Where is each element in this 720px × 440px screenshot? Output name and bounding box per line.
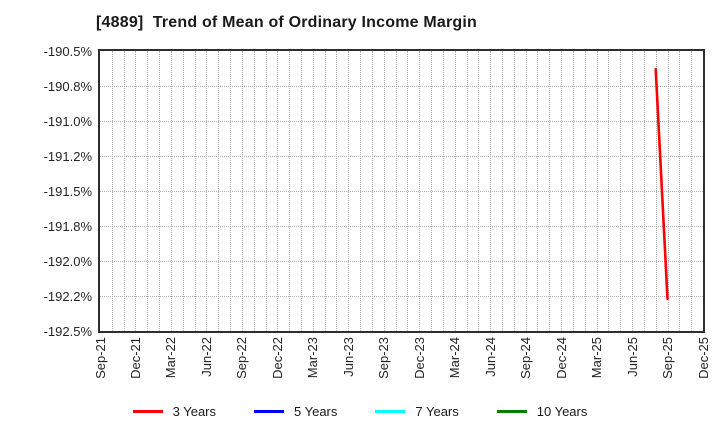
- x-tick-label: Mar-23: [305, 337, 321, 379]
- x-tick-label: Jun-24: [482, 337, 498, 377]
- x-tick-label: Jun-25: [624, 337, 640, 377]
- y-tick-label: -191.8%: [43, 218, 92, 234]
- horizontal-gridline: [100, 296, 703, 297]
- x-tick-label: Jun-22: [198, 337, 214, 377]
- x-tick-label: Dec-22: [269, 337, 285, 379]
- legend-label: 3 Years: [172, 404, 216, 419]
- x-tick-label: Sep-25: [660, 337, 676, 379]
- y-tick-label: -191.5%: [43, 183, 92, 199]
- y-tick-label: -192.0%: [43, 253, 92, 269]
- chart-title: [4889] Trend of Mean of Ordinary Income …: [96, 14, 478, 31]
- horizontal-gridline: [100, 226, 703, 227]
- legend-line-swatch: [254, 410, 284, 413]
- x-tick-label: Sep-22: [234, 337, 250, 379]
- horizontal-gridline: [100, 156, 703, 157]
- y-tick-label: -191.0%: [43, 113, 92, 129]
- x-tick-label: Dec-24: [553, 337, 569, 379]
- x-tick-label: Sep-21: [92, 337, 108, 379]
- legend-line-swatch: [132, 410, 163, 413]
- series-line-3-years: [654, 67, 669, 301]
- y-tick-label: -191.2%: [43, 148, 92, 164]
- legend-line-swatch: [375, 410, 406, 413]
- y-tick-label: -192.2%: [43, 288, 92, 304]
- horizontal-gridline: [100, 261, 703, 262]
- horizontal-gridline: [100, 121, 703, 122]
- horizontal-gridline: [100, 191, 703, 192]
- plot-area: [98, 49, 705, 333]
- legend-item-5-years: 5 Years: [254, 404, 337, 419]
- y-tick-label: -190.5%: [43, 43, 92, 59]
- horizontal-gridline: [100, 86, 703, 87]
- legend-line-swatch: [496, 410, 527, 413]
- legend: 3 Years 5 Years 7 Years 10 Years: [0, 404, 720, 419]
- x-tick-label: Dec-25: [695, 337, 711, 379]
- legend-label: 10 Years: [536, 404, 588, 419]
- legend-label: 7 Years: [415, 404, 459, 419]
- x-tick-label: Dec-21: [127, 337, 143, 379]
- x-tick-label: Jun-23: [340, 337, 356, 377]
- x-tick-label: Mar-25: [589, 337, 605, 379]
- legend-label: 5 Years: [294, 404, 338, 419]
- legend-item-10-years: 10 Years: [496, 404, 588, 419]
- legend-item-3-years: 3 Years: [132, 404, 216, 419]
- y-tick-label: -192.5%: [43, 323, 92, 339]
- x-tick-label: Sep-24: [518, 337, 534, 379]
- y-tick-label: -190.8%: [43, 78, 92, 94]
- x-tick-label: Dec-23: [411, 337, 427, 379]
- x-tick-label: Mar-22: [163, 337, 179, 379]
- x-tick-label: Sep-23: [376, 337, 392, 379]
- x-tick-label: Mar-24: [447, 337, 463, 379]
- series-lines: [654, 67, 669, 301]
- legend-item-7-years: 7 Years: [375, 404, 459, 419]
